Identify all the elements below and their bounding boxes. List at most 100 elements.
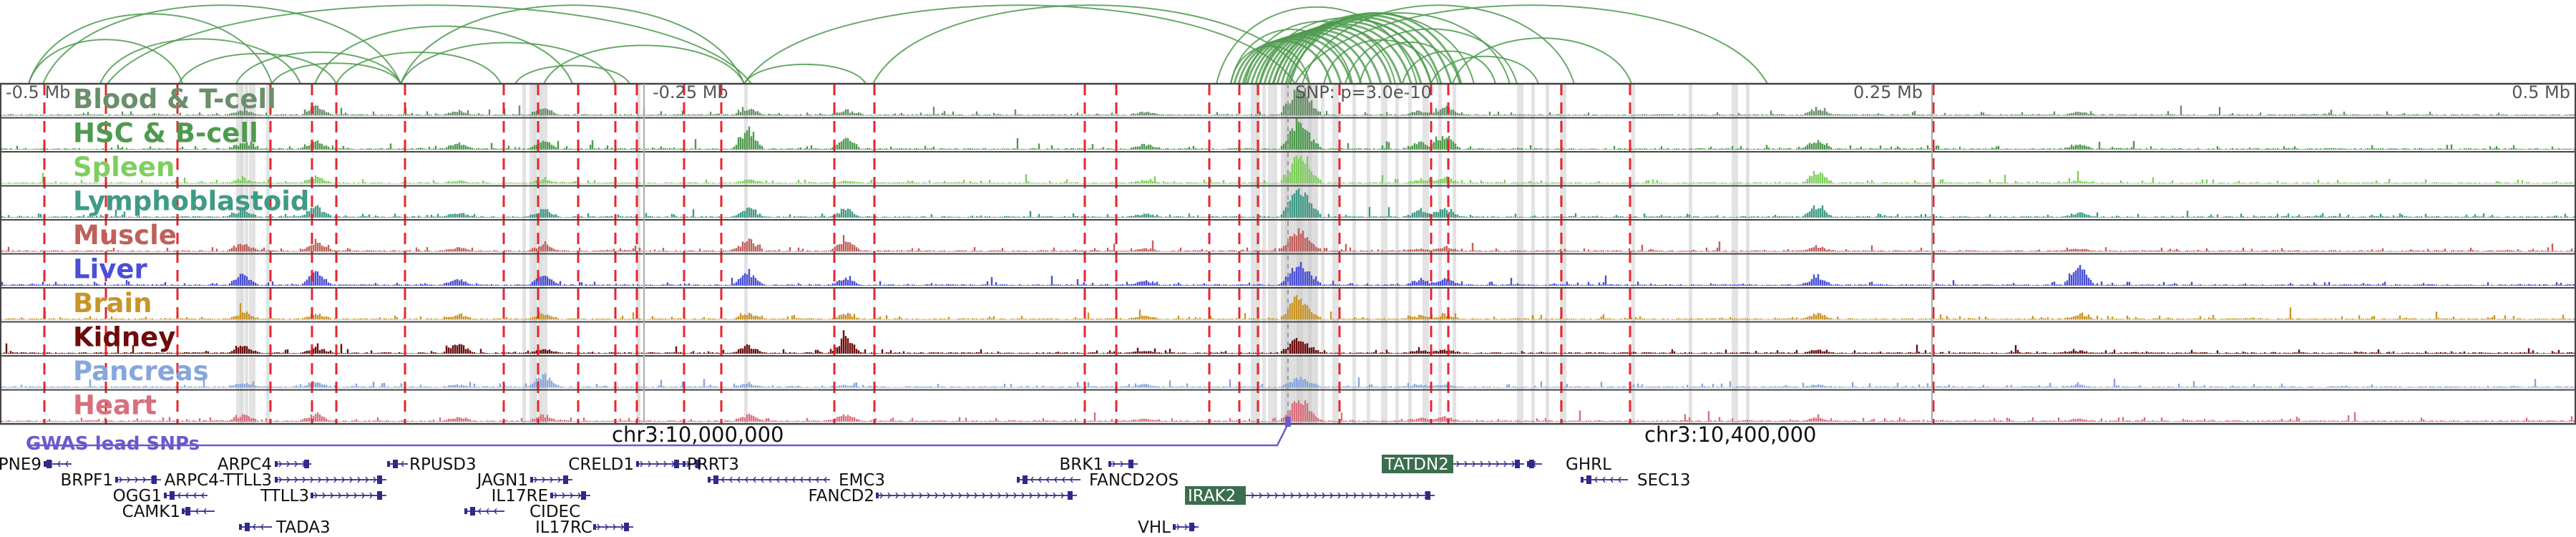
gene-il17rc: IL17RC [535,518,633,537]
track-label-7: Kidney [73,322,175,353]
gene-jagn1: JAGN1 [476,471,572,490]
loop-arc [28,39,183,84]
gene-tatdn2: TATDN2 [1382,455,1524,474]
gwas-connector-line [29,423,1289,447]
svg-text:IL17RE: IL17RE [492,487,548,505]
gene-ttll3: TTLL3 [260,487,386,505]
svg-text:CRELD1: CRELD1 [568,455,634,474]
gene-sec13: SEC13 [1581,471,1690,490]
loop-arc [743,63,867,84]
gene-vhl: VHL [1138,518,1199,537]
gene-irak2: IRAK2 [1185,486,1435,505]
svg-text:PRRT3: PRRT3 [687,455,739,474]
track-label-6: Brain [73,288,152,319]
loop-arc [400,4,745,84]
svg-text:FANCD2OS: FANCD2OS [1089,471,1179,490]
gene-camk1: CAMK1 [122,503,215,521]
svg-text:RPUSD3: RPUSD3 [409,455,477,474]
svg-text:JAGN1: JAGN1 [476,471,528,490]
gene-pne9: PNE9 [0,455,72,474]
coord-right: chr3:10,400,000 [1644,422,1817,447]
gene-brk1: BRK1 [1060,455,1138,474]
svg-text:GHRL: GHRL [1566,455,1611,474]
gene-arpc4-ttll3: ARPC4-TTLL3 [165,471,386,490]
gene-il17re: IL17RE [492,487,590,505]
signal-6 [0,295,2575,320]
coord-left: chr3:10,000,000 [612,422,784,447]
snp-label: SNP: p=3.0e-10 [1295,82,1432,102]
loop-arc [1263,24,1402,84]
gene-ghrl: GHRL [1527,455,1611,474]
loop-arc [99,38,301,84]
chromatin-loop-arcs [28,4,1768,84]
gene-ogg1: OGG1 [113,487,208,505]
signal-3 [0,188,2575,218]
loop-arc [1430,55,1539,84]
loop-arc [1272,20,1423,84]
svg-text:OGG1: OGG1 [113,487,162,505]
track-label-1: HSC & B-cell [73,118,258,149]
svg-text:CAMK1: CAMK1 [122,503,180,521]
svg-text:PNE9: PNE9 [0,455,42,474]
signal-tracks [0,87,2575,422]
gene-cidec: CIDEC [464,503,580,521]
svg-text:SEC13: SEC13 [1637,471,1690,490]
gene-rpusd3: RPUSD3 [387,455,477,474]
loop-arc [400,42,616,84]
loop-arc [1452,37,1632,84]
loop-arc [1289,11,1463,84]
loop-arc [178,52,337,84]
track-label-2: Spleen [73,152,175,183]
signal-2 [0,155,2575,184]
svg-text:BRK1: BRK1 [1060,455,1103,474]
svg-text:VHL: VHL [1138,518,1171,537]
signal-4 [0,228,2575,252]
track-label-4: Muscle [73,220,177,251]
signal-8 [0,373,2575,388]
loop-arc [1267,22,1413,84]
svg-text:FANCD2: FANCD2 [809,487,874,505]
loop-arc [1402,50,1496,84]
svg-text:ARPC4: ARPC4 [218,455,272,474]
gene-tada3: TADA3 [239,518,331,537]
loop-arc [336,51,502,84]
gene-prrt3: PRRT3 [683,455,739,474]
gene-arpc4: ARPC4 [218,455,311,474]
loop-arc [235,51,401,84]
loop-arc [1280,16,1443,84]
signal-1 [0,118,2575,150]
loop-arc [543,44,745,84]
svg-text:EMC3: EMC3 [839,471,885,490]
track-label-9: Heart [73,390,157,421]
track-label-8: Pancreas [73,356,209,387]
signal-9 [0,400,2575,422]
gene-fancd2: FANCD2 [809,487,1077,505]
svg-text:BRPF1: BRPF1 [61,471,114,490]
loop-arc [514,64,630,84]
gene-emc3: EMC3 [708,471,885,490]
loop-arc [1284,14,1453,84]
axis-start-label: -0.5 Mb [6,82,70,102]
signal-7 [0,330,2575,354]
axis-ticks [643,84,1933,424]
track-borders [0,82,2576,425]
svg-text:CIDEC: CIDEC [530,503,580,521]
loop-arc [1216,6,1418,84]
gene-fancd2os: FANCD2OS [1017,471,1179,490]
loop-arc [271,62,401,84]
loop-arc [1287,12,1511,84]
track-label-5: Liver [73,254,147,285]
svg-text:IRAK2: IRAK2 [1188,487,1236,505]
axis-end-label: 0.5 Mb [2512,82,2570,102]
axis-right-label: 0.25 Mb [1853,82,1923,102]
loop-arc [1230,29,1353,84]
loop-arc [314,25,573,84]
svg-text:IL17RC: IL17RC [535,518,592,537]
gene-creld1: CRELD1 [568,455,683,474]
svg-text:TATDN2: TATDN2 [1384,455,1449,474]
svg-text:TTLL3: TTLL3 [260,487,309,505]
gwas-snp-marker [1285,417,1291,427]
axis-left-label: -0.25 Mb [653,82,728,102]
